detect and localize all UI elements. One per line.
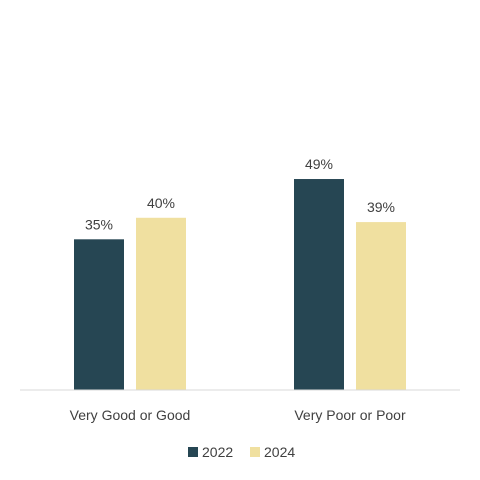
category-label-0: Very Good or Good	[70, 407, 191, 423]
legend: 2022 2024	[188, 444, 295, 460]
bar-2024-1	[356, 222, 406, 390]
data-label-2024-1: 39%	[367, 199, 395, 215]
bars-group	[74, 179, 406, 390]
category-labels-group: Very Good or Good Very Poor or Poor	[70, 407, 406, 423]
data-labels-group: 35% 40% 49% 39%	[85, 156, 395, 232]
category-label-1: Very Poor or Poor	[294, 407, 406, 423]
data-label-2022-1: 49%	[305, 156, 333, 172]
legend-swatch-2024	[250, 447, 260, 457]
data-label-2024-0: 40%	[147, 195, 175, 211]
bar-2024-0	[136, 217, 186, 390]
bar-2022-1	[294, 179, 344, 390]
data-label-2022-0: 35%	[85, 216, 113, 232]
legend-swatch-2022	[188, 447, 198, 457]
legend-label-2022: 2022	[202, 444, 233, 460]
bar-2022-0	[74, 239, 124, 390]
legend-label-2024: 2024	[264, 444, 295, 460]
